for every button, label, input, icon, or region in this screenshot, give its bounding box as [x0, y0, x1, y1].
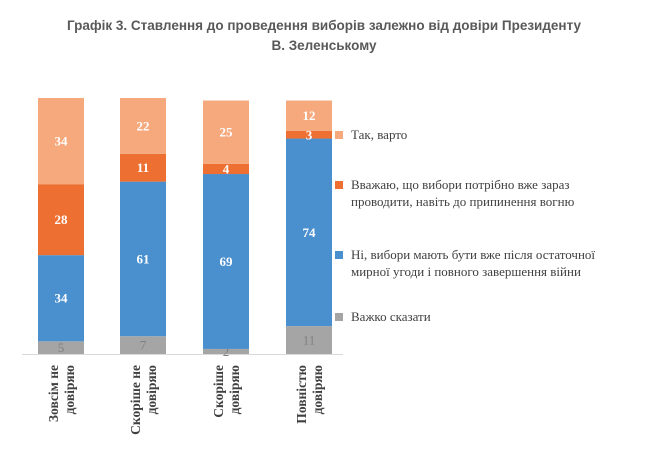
chart-title: Графік 3. Ставлення до проведення виборі… [0, 16, 648, 56]
bar-segment-3-4 [203, 100, 249, 164]
legend-label: Так, варто [351, 127, 408, 142]
bar-segment-2-1 [120, 336, 166, 354]
bar-segment-4-1 [286, 326, 332, 354]
bar-segment-1-1 [38, 341, 84, 354]
data-label-2-1: 7 [140, 338, 147, 353]
data-label-2-4: 22 [137, 118, 150, 133]
data-label-4-4: 12 [303, 108, 316, 123]
data-label-1-1: 5 [58, 340, 65, 355]
bar-segment-2-3 [120, 153, 166, 182]
data-label-1-4: 34 [55, 134, 69, 149]
data-label-3-3: 4 [223, 161, 230, 176]
legend-label: Ні, вибори мають бути вже після остаточн… [351, 247, 596, 279]
legend-label: Важко сказати [351, 309, 431, 324]
data-label-4-3: 3 [306, 127, 313, 142]
bar-segment-2-4 [120, 98, 166, 154]
legend-item: Важко сказати [335, 308, 621, 325]
chart-title-line-1: Графік 3. Ставлення до проведення виборі… [66, 18, 582, 33]
legend-label: Вважаю, що вибори потрібно вже зараз про… [351, 177, 575, 209]
legend-swatch [335, 251, 343, 259]
data-label-4-1: 11 [303, 333, 316, 348]
bar-segment-1-4 [38, 98, 84, 185]
x-tick-label-4: Повністюдовіряю [294, 365, 325, 424]
x-tick-label-line: Скоріше не [128, 365, 143, 435]
bar-segment-1-3 [38, 184, 84, 256]
bar-segment-4-3 [286, 130, 332, 139]
legend-item: Вважаю, що вибори потрібно вже зараз про… [335, 176, 621, 210]
bar-segment-2-2 [120, 181, 166, 337]
bar-segment-3-1 [203, 348, 249, 354]
data-label-1-2: 34 [55, 291, 69, 306]
legend-item: Так, варто [335, 126, 621, 143]
data-label-4-2: 74 [303, 225, 317, 240]
x-tick-label-line: довіряю [310, 365, 325, 414]
bar-segment-3-3 [203, 163, 249, 175]
x-tick-label-line: довіряю [144, 365, 159, 414]
x-tick-label-3: Скорішедовіряю [211, 365, 242, 418]
data-label-3-1: 2 [223, 344, 230, 359]
bar-segment-4-2 [286, 138, 332, 327]
x-tick-label-line: Скоріше [211, 365, 226, 418]
bar-segment-1-2 [38, 255, 84, 342]
data-label-1-3: 28 [55, 212, 69, 227]
data-label-2-3: 11 [137, 160, 149, 175]
data-label-2-2: 61 [137, 251, 150, 266]
bar-segment-4-4 [286, 100, 332, 131]
x-tick-label-line: довіряю [227, 365, 242, 414]
x-tick-label-line: довіряю [62, 365, 77, 414]
x-tick-label-1: Зовсім недовіряю [46, 365, 77, 422]
x-tick-label-2: Скоріше недовіряю [128, 365, 159, 435]
legend-item: Ні, вибори мають бути вже після остаточн… [335, 246, 621, 280]
x-tick-label-line: Повністю [294, 365, 309, 424]
chart-title-line-2: В. Зеленському [271, 38, 377, 53]
x-tick-label-line: Зовсім не [46, 365, 61, 422]
legend-swatch [335, 313, 343, 321]
legend-swatch [335, 131, 343, 139]
data-label-3-4: 25 [220, 125, 234, 140]
legend-swatch [335, 181, 343, 189]
data-label-3-2: 69 [220, 254, 234, 269]
bar-segment-3-2 [203, 174, 249, 349]
